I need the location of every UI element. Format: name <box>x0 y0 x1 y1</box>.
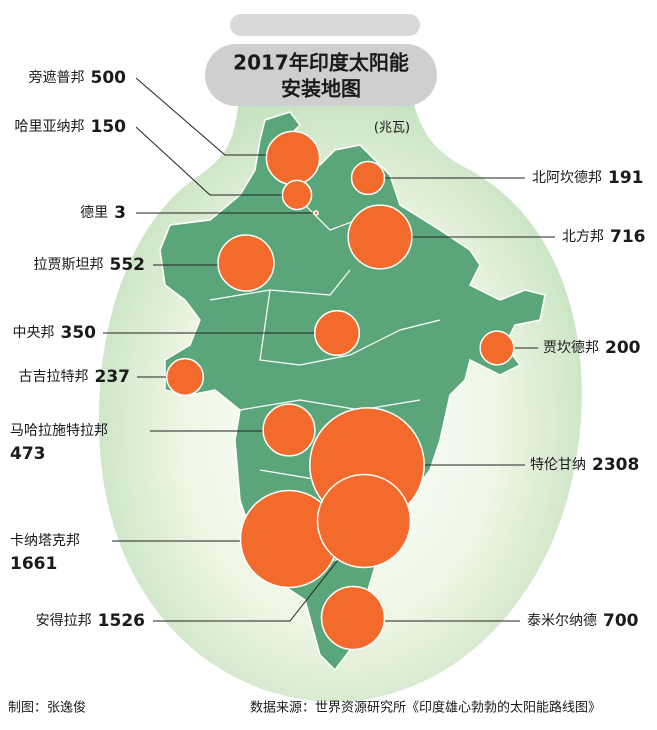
region-name: 特伦甘纳 <box>530 457 586 473</box>
solar-bubble <box>265 130 321 186</box>
region-label: 安得拉邦 1526 <box>36 611 145 631</box>
solar-bubble <box>313 309 361 357</box>
region-name: 拉贾斯坦邦 <box>34 257 104 273</box>
region-name: 中央邦 <box>13 325 55 341</box>
region-name: 德里 <box>80 205 108 221</box>
title-line-1: 2017年印度太阳能 <box>233 51 409 75</box>
region-label: 哈里亚纳邦 150 <box>15 117 127 137</box>
source: 数据来源：世界资源研究所《印度雄心勃勃的太阳能路线图》 <box>250 700 601 716</box>
title-pill <box>205 44 437 106</box>
region-value: 200 <box>605 338 641 358</box>
region-name: 安得拉邦 <box>36 612 92 629</box>
leader-line <box>153 559 339 622</box>
region-label: 旁遮普邦 500 <box>29 68 127 88</box>
region-name: 旁遮普邦 <box>29 69 85 86</box>
region-label: 拉贾斯坦邦 552 <box>34 255 146 275</box>
solar-bubble <box>281 179 313 211</box>
region-name: 哈里亚纳邦 <box>15 119 85 135</box>
solar-bubble <box>165 357 205 397</box>
bulb-cap <box>230 14 420 36</box>
solar-bubble <box>350 160 386 196</box>
region-label: 德里 3 <box>80 203 126 223</box>
region-name: 泰米尔纳德 <box>527 613 597 629</box>
region-name: 北方邦 <box>562 229 604 245</box>
region-value: 237 <box>95 367 131 387</box>
credit: 制图：张逸俊 <box>8 701 86 716</box>
region-value: 552 <box>110 255 146 275</box>
leader-lines <box>103 77 555 622</box>
region-value: 191 <box>608 168 644 188</box>
unit-label: (兆瓦) <box>374 121 410 136</box>
region-value: 700 <box>603 611 639 631</box>
region-label: 贾坎德邦 200 <box>543 338 641 358</box>
region-name: 马哈拉施特拉邦 <box>10 423 108 439</box>
solar-bubble <box>262 403 316 457</box>
region-name: 北阿坎德邦 <box>532 170 602 186</box>
region-name: 卡纳塔克邦 <box>10 533 80 549</box>
region-label: 北阿坎德邦 191 <box>532 168 644 188</box>
region-value: 150 <box>91 117 127 137</box>
region-label: 中央邦 350 <box>13 323 97 343</box>
bubbles <box>165 130 515 651</box>
region-value: 1661 <box>10 554 57 574</box>
solar-bubble <box>479 330 515 366</box>
region-value: 500 <box>91 68 127 88</box>
region-label: 特伦甘纳 2308 <box>530 455 639 475</box>
labels: 旁遮普邦 500 哈里亚纳邦 150 德里 3 北阿坎德邦 191 北方邦 716 拉贾斯坦邦 552… <box>10 68 646 631</box>
solar-bubble <box>217 234 275 292</box>
region-name: 古吉拉特邦 <box>19 369 89 385</box>
leader-line <box>135 126 283 196</box>
region-value: 2308 <box>592 455 639 475</box>
region-label: 古吉拉特邦 237 <box>19 367 131 387</box>
solar-bubble <box>316 473 412 569</box>
solar-bubble <box>347 204 413 270</box>
title-line-2: 安装地图 <box>281 77 361 101</box>
region-value: 3 <box>114 203 126 223</box>
region-value: 350 <box>61 323 97 343</box>
region-value: 716 <box>610 227 646 247</box>
leader-line <box>135 77 268 156</box>
region-name: 贾坎德邦 <box>543 340 599 356</box>
solar-bubble <box>320 585 386 651</box>
region-label: 北方邦 716 <box>562 227 646 247</box>
region-label: 泰米尔纳德 700 <box>527 611 639 631</box>
region-value: 473 <box>10 444 46 464</box>
solar-bubble <box>313 210 319 216</box>
region-value: 1526 <box>98 611 145 631</box>
